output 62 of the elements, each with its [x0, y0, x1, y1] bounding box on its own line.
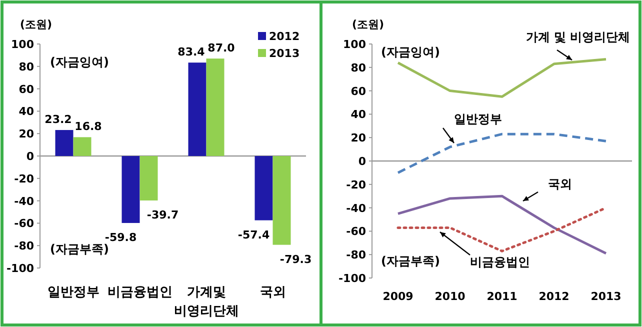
legend-label: 2013: [269, 47, 300, 60]
annotation: (자금잉여): [381, 45, 440, 59]
data-label: 87.0: [208, 42, 236, 55]
y-tick-label: -100: [6, 262, 34, 275]
data-label: 16.8: [74, 120, 102, 134]
bar: [122, 156, 140, 223]
bar: [206, 58, 224, 156]
y-tick-label: -20: [14, 172, 34, 186]
data-label: -39.7: [146, 208, 179, 222]
bar: [55, 130, 74, 156]
y-tick-label: -20: [346, 178, 366, 192]
bar: [73, 137, 92, 156]
x-tick-label: 가계및 비영리단체: [174, 285, 239, 319]
annotation: (자금잉여): [50, 55, 109, 69]
x-tick-label: 비금융법인: [107, 285, 172, 300]
text: 국외: [548, 177, 572, 191]
y-tick-label: 100: [11, 38, 34, 51]
line-series: [396, 132, 608, 174]
annotation: (자금부족): [381, 254, 440, 268]
y-tick-label: 0: [26, 150, 34, 163]
y-axis-title: (조원): [20, 18, 52, 31]
bar: [254, 156, 273, 220]
y-tick-label: -80: [346, 248, 366, 262]
line-series: [396, 58, 608, 98]
x-tick-label: 2010: [434, 290, 466, 303]
data-label: -57.4: [238, 228, 270, 242]
annotation: (자금부족): [50, 242, 109, 256]
x-tick-label: 2011: [486, 290, 518, 303]
x-tick-label: 국외: [260, 285, 286, 300]
y-tick-label: 60: [350, 84, 366, 98]
y-tick-label: -40: [346, 202, 366, 215]
bar: [140, 156, 158, 200]
x-tick-label: 2009: [382, 290, 414, 303]
y-tick-label: 40: [18, 105, 34, 118]
series-label: 일반정부: [454, 112, 502, 126]
y-tick-label: -60: [346, 225, 366, 238]
y-tick-label: 20: [18, 128, 34, 141]
text: 가계 및 비영리단체: [526, 30, 630, 44]
y-tick-label: -80: [14, 240, 34, 253]
y-tick-label: 80: [350, 61, 366, 74]
x-tick-label: 2012: [538, 290, 570, 303]
bar: [188, 62, 206, 156]
legend-label: 2012: [269, 30, 300, 43]
data-label: -59.8: [104, 230, 137, 244]
y-tick-label: -100: [338, 272, 366, 285]
y-tick-label: 60: [18, 82, 34, 96]
y-tick-label: 0: [358, 155, 366, 168]
x-tick-label: 일반정부: [47, 285, 100, 300]
y-tick-label: -60: [14, 217, 34, 230]
bar: [272, 156, 291, 245]
y-tick-label: 40: [350, 108, 366, 122]
y-tick-label: 80: [18, 60, 34, 74]
y-axis-title: (조원): [352, 18, 384, 31]
data-label: -79.3: [280, 252, 312, 266]
x-tick-label: 2013: [590, 290, 622, 303]
y-tick-label: 100: [343, 38, 366, 51]
y-tick-label: -40: [14, 194, 34, 208]
line-series: [396, 194, 608, 255]
data-label: 83.4: [178, 46, 206, 59]
y-tick-label: 20: [350, 132, 366, 145]
data-label: 23.2: [44, 113, 72, 126]
series-label: 비금융법인: [470, 255, 530, 269]
